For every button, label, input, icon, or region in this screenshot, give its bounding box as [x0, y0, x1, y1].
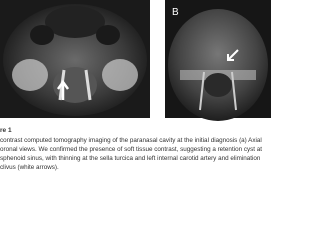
panel-a-image: [0, 0, 150, 118]
caption-line: clivus (white arrows).: [0, 164, 59, 171]
caption-line: contrast computed tomography imaging of …: [0, 137, 262, 144]
caption-line: sphenoid sinus, with thinning at the sel…: [0, 155, 261, 162]
figure: B re 1 contrast computed tomography imag…: [0, 0, 271, 171]
panel-label: B: [172, 7, 179, 18]
caption-title: re 1: [0, 127, 12, 134]
panel-b-image: B: [165, 0, 271, 121]
caption-line: oronal views. We confirmed the presence …: [0, 146, 262, 153]
page: B re 1 contrast computed tomography imag…: [0, 0, 271, 171]
